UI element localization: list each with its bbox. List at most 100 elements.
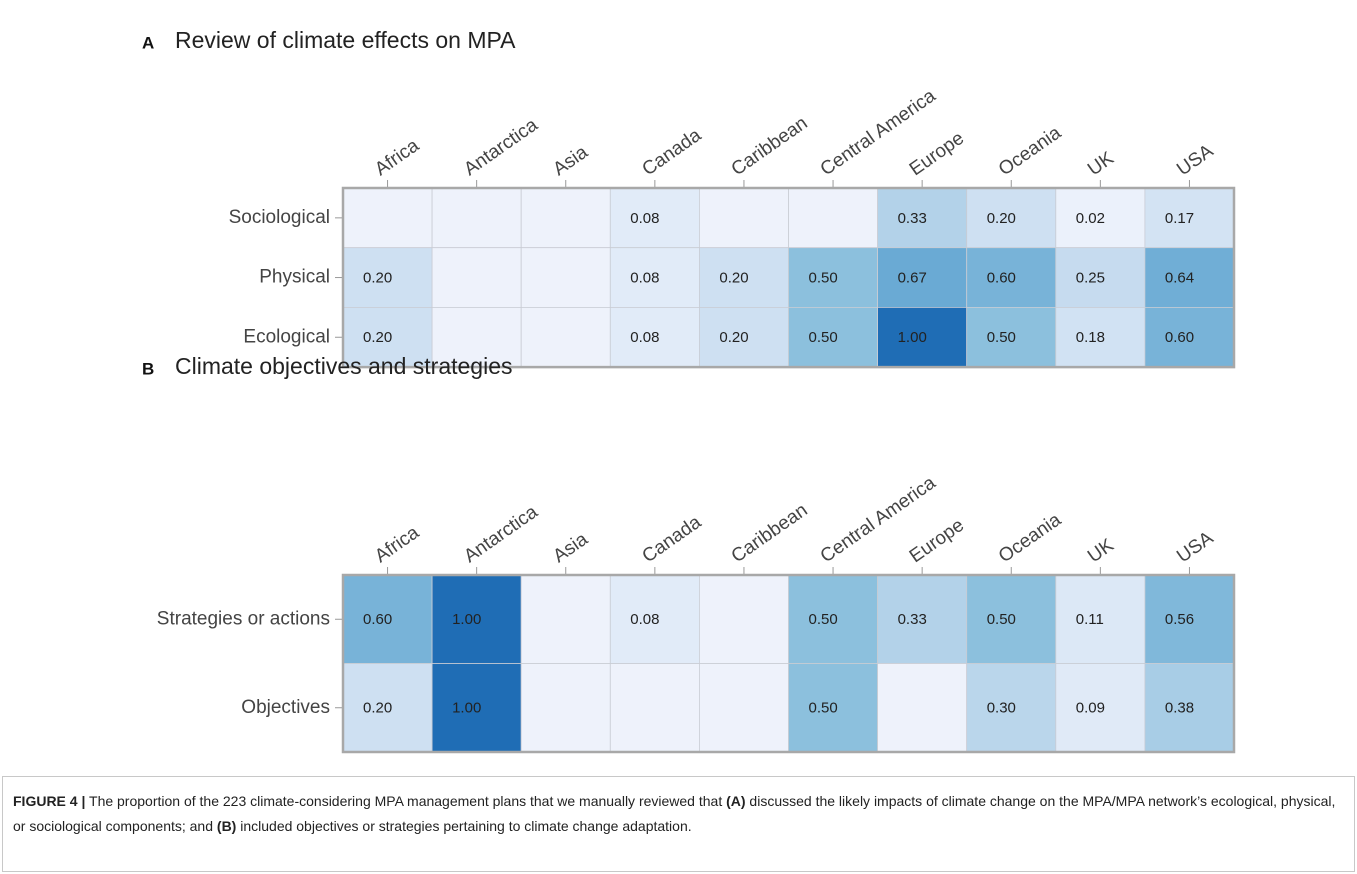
empty-cell: [520, 574, 611, 664]
figure: A Review of climate effects on MPA Africa A…: [142, 27, 1236, 754]
cell-label: 0.20: [987, 210, 1016, 227]
cell-label: 0.25: [1076, 270, 1105, 287]
panel-label: A: [142, 33, 154, 52]
x-tick-label: Oceania: [995, 509, 1065, 567]
cell-label: 0.20: [363, 329, 392, 346]
x-tick-label: Canada: [639, 125, 706, 181]
heatmap-frame: [341, 573, 1236, 754]
empty-cell: [877, 663, 968, 753]
x-tick-label: USA: [1173, 140, 1217, 180]
x-tick-label: UK: [1084, 535, 1118, 568]
heatmap-frame: [341, 186, 1236, 369]
heat-cell: [342, 574, 433, 664]
panel-title: Review of climate effects on MPA: [175, 27, 516, 53]
empty-cell: [609, 663, 700, 753]
y-tick-label: Ecological: [243, 326, 330, 347]
heat-cell: [788, 663, 878, 753]
heat-cell: [1055, 247, 1146, 308]
cell-label: 1.00: [898, 329, 927, 346]
cell-label: 0.50: [987, 329, 1016, 346]
cell-label: 0.50: [809, 611, 838, 628]
heat-cell: [342, 306, 433, 368]
cell-label: 0.17: [1165, 210, 1194, 227]
heat-cell: [1055, 574, 1146, 664]
heat-cell: [788, 247, 878, 308]
x-tick-label: Caribbean: [728, 500, 812, 567]
cell-label: 0.09: [1076, 700, 1105, 717]
cell-label: 0.67: [898, 270, 927, 287]
panel-title: Climate objectives and strategies: [175, 353, 513, 379]
caption-text: included objectives or strategies pertai…: [236, 818, 692, 834]
y-tick-label: Sociological: [229, 207, 330, 228]
cell-label: 0.20: [719, 270, 748, 287]
cell-label: 0.08: [630, 611, 659, 628]
cell-label: 0.18: [1076, 329, 1105, 346]
cell-label: 0.50: [809, 700, 838, 717]
cell-label: 0.33: [898, 210, 927, 227]
empty-cell: [699, 187, 789, 249]
y-tick-label: Strategies or actions: [157, 608, 330, 629]
empty-cell: [699, 574, 789, 664]
heat-cell: [877, 247, 968, 308]
cell-label: 0.20: [363, 270, 392, 287]
caption-text: FIGURE 4 |: [13, 793, 86, 809]
heat-cell: [966, 247, 1057, 308]
x-tick-label: Antarctica: [460, 501, 542, 567]
y-tick-label: Physical: [259, 267, 330, 288]
cell-label: 0.50: [809, 270, 838, 287]
x-tick-label: Europe: [906, 128, 968, 180]
x-tick-label: Africa: [371, 135, 423, 180]
heat-cell: [1055, 306, 1146, 368]
cell-label: 0.20: [363, 700, 392, 717]
cell-label: 0.30: [987, 700, 1016, 717]
heat-cell: [966, 306, 1057, 368]
empty-cell: [342, 187, 433, 249]
cell-label: 0.08: [630, 329, 659, 346]
cell-label: 0.08: [630, 210, 659, 227]
cell-label: 0.60: [363, 611, 392, 628]
caption-text: (A): [726, 793, 746, 809]
y-tick-label: Objectives: [241, 697, 330, 718]
empty-cell: [520, 247, 611, 308]
empty-cell: [431, 187, 522, 249]
cell-label: 0.50: [987, 611, 1016, 628]
heat-cell: [609, 247, 700, 308]
x-tick-label: Africa: [371, 522, 423, 567]
x-tick-label: UK: [1084, 148, 1118, 181]
heat-cell: [1144, 574, 1235, 664]
heat-cell: [966, 574, 1057, 664]
heat-cell: [342, 663, 433, 753]
caption-text: discussed the likely impacts of climate …: [13, 793, 1336, 834]
heat-cell: [788, 306, 878, 368]
heat-cell: [1144, 306, 1235, 368]
empty-cell: [520, 306, 611, 368]
cell-label: 0.60: [987, 270, 1016, 287]
cell-label: 0.02: [1076, 210, 1105, 227]
x-tick-label: Antarctica: [460, 114, 542, 180]
heat-cell: [609, 306, 700, 368]
heat-cell: [1055, 663, 1146, 753]
x-tick-label: Asia: [549, 142, 592, 181]
cell-label: 0.20: [719, 329, 748, 346]
heat-cell: [877, 306, 968, 368]
cell-label: 1.00: [452, 611, 481, 628]
cell-label: 0.60: [1165, 329, 1194, 346]
heat-cell: [342, 247, 433, 308]
heat-cell: [431, 574, 522, 664]
x-tick-label: Oceania: [995, 122, 1065, 180]
caption-text: (B): [216, 818, 237, 834]
x-tick-label: Caribbean: [728, 113, 812, 180]
caption-text: The proportion of the 223 climate-consid…: [85, 793, 727, 809]
x-tick-label: Europe: [906, 515, 968, 567]
cell-label: 0.38: [1165, 700, 1194, 717]
empty-cell: [520, 663, 611, 753]
cell-label: 0.56: [1165, 611, 1194, 628]
cell-label: 0.11: [1076, 611, 1104, 628]
cell-label: 0.33: [898, 611, 927, 628]
heat-cell: [1144, 187, 1235, 249]
heat-cell: [699, 247, 789, 308]
heat-cell: [1144, 247, 1235, 308]
cell-label: 1.00: [452, 700, 481, 717]
heat-cell: [699, 306, 789, 368]
